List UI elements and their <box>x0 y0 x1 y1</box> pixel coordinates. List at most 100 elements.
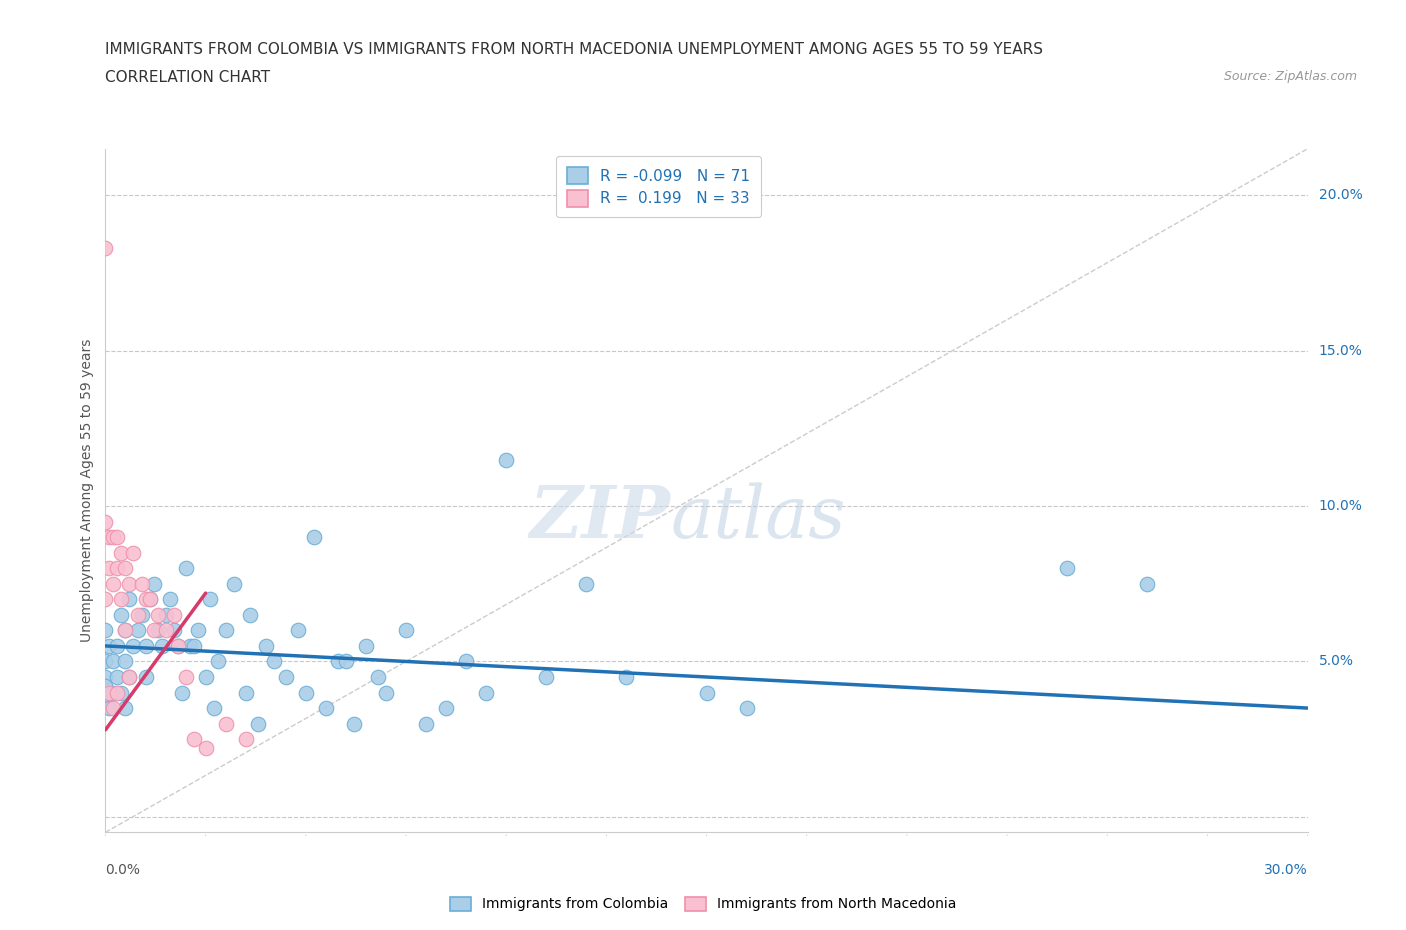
Point <box>534 670 557 684</box>
Point <box>162 607 184 622</box>
Text: 5.0%: 5.0% <box>1319 655 1354 669</box>
Point <box>335 654 357 669</box>
Point <box>374 685 398 700</box>
Point <box>98 561 121 576</box>
Point <box>239 607 262 622</box>
Point <box>114 700 136 715</box>
Point <box>114 623 136 638</box>
Point <box>110 685 132 700</box>
Point <box>263 654 285 669</box>
Point <box>475 685 498 700</box>
Point <box>107 530 129 545</box>
Point <box>103 654 125 669</box>
Point <box>202 700 225 715</box>
Point <box>110 591 132 606</box>
Point <box>94 691 117 706</box>
Text: IMMIGRANTS FROM COLOMBIA VS IMMIGRANTS FROM NORTH MACEDONIA UNEMPLOYMENT AMONG A: IMMIGRANTS FROM COLOMBIA VS IMMIGRANTS F… <box>105 42 1043 57</box>
Text: 0.0%: 0.0% <box>105 863 141 877</box>
Point <box>246 716 269 731</box>
Point <box>103 530 125 545</box>
Point <box>207 654 229 669</box>
Point <box>214 623 236 638</box>
Point <box>94 241 117 256</box>
Point <box>146 623 169 638</box>
Point <box>103 685 125 700</box>
Text: 15.0%: 15.0% <box>1319 344 1362 358</box>
Point <box>103 577 125 591</box>
Point <box>107 561 129 576</box>
Point <box>214 716 236 731</box>
Point <box>155 607 177 622</box>
Point <box>183 732 205 747</box>
Text: ZIP: ZIP <box>530 483 671 553</box>
Point <box>367 670 389 684</box>
Point <box>170 685 193 700</box>
Point <box>98 530 121 545</box>
Point <box>98 700 121 715</box>
Point <box>315 700 337 715</box>
Point <box>150 639 173 654</box>
Point <box>103 700 125 715</box>
Point <box>575 577 598 591</box>
Point <box>174 561 197 576</box>
Text: Source: ZipAtlas.com: Source: ZipAtlas.com <box>1223 70 1357 83</box>
Point <box>187 623 209 638</box>
Point <box>94 679 117 694</box>
Point <box>179 639 201 654</box>
Point <box>94 654 117 669</box>
Point <box>142 623 165 638</box>
Point <box>326 654 349 669</box>
Point <box>138 591 160 606</box>
Text: CORRELATION CHART: CORRELATION CHART <box>105 70 270 85</box>
Point <box>194 670 217 684</box>
Text: 20.0%: 20.0% <box>1319 189 1362 203</box>
Point <box>1056 561 1078 576</box>
Point <box>94 514 117 529</box>
Point <box>107 670 129 684</box>
Point <box>415 716 437 731</box>
Point <box>302 530 325 545</box>
Point <box>107 639 129 654</box>
Point <box>295 685 318 700</box>
Point <box>162 623 184 638</box>
Point <box>146 607 169 622</box>
Legend: R = -0.099   N = 71, R =  0.199   N = 33: R = -0.099 N = 71, R = 0.199 N = 33 <box>555 156 761 218</box>
Text: 10.0%: 10.0% <box>1319 499 1362 513</box>
Point <box>127 623 149 638</box>
Point <box>495 452 517 467</box>
Text: atlas: atlas <box>671 483 846 553</box>
Point <box>135 591 157 606</box>
Point <box>118 670 141 684</box>
Point <box>166 639 188 654</box>
Point <box>118 670 141 684</box>
Point <box>135 670 157 684</box>
Point <box>198 591 221 606</box>
Point <box>434 700 457 715</box>
Point <box>138 591 160 606</box>
Point <box>395 623 418 638</box>
Point <box>107 685 129 700</box>
Point <box>127 607 149 622</box>
Point <box>287 623 309 638</box>
Point <box>166 639 188 654</box>
Point <box>110 607 132 622</box>
Point <box>122 639 145 654</box>
Point <box>155 623 177 638</box>
Point <box>159 591 181 606</box>
Point <box>254 639 277 654</box>
Point <box>94 670 117 684</box>
Point <box>131 577 153 591</box>
Point <box>114 623 136 638</box>
Point <box>194 741 217 756</box>
Point <box>274 670 297 684</box>
Point <box>454 654 477 669</box>
Point <box>122 545 145 560</box>
Point <box>616 670 638 684</box>
Point <box>94 623 117 638</box>
Legend: Immigrants from Colombia, Immigrants from North Macedonia: Immigrants from Colombia, Immigrants fro… <box>443 890 963 919</box>
Point <box>235 732 257 747</box>
Point <box>1136 577 1159 591</box>
Point <box>135 639 157 654</box>
Text: 30.0%: 30.0% <box>1264 863 1308 877</box>
Point <box>142 577 165 591</box>
